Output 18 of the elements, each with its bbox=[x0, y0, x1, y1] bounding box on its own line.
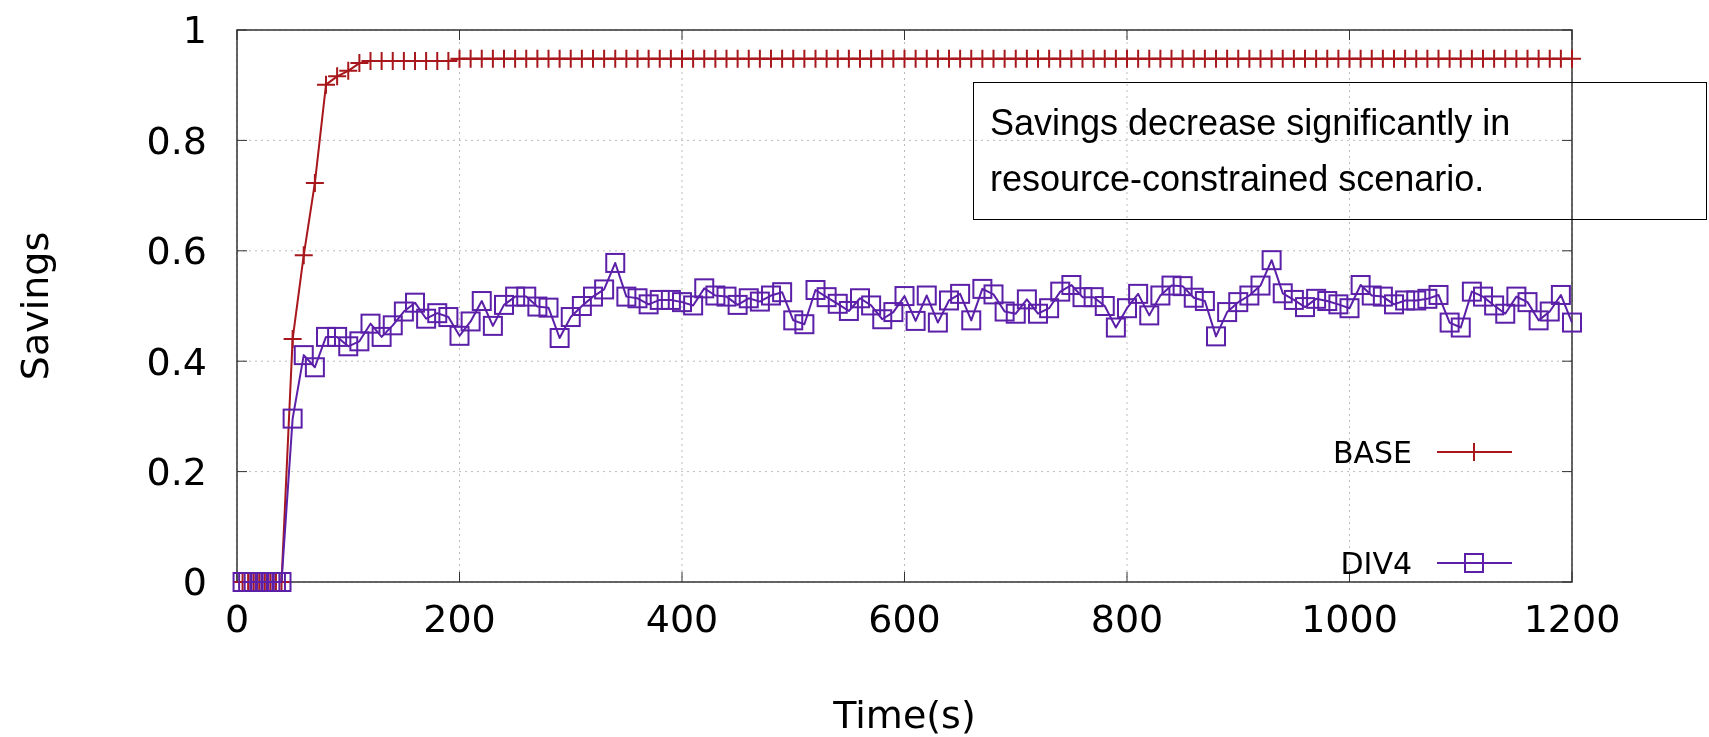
x-tick-label: 200 bbox=[423, 597, 496, 641]
x-axis-title: Time(s) bbox=[832, 693, 976, 737]
x-tick-label: 400 bbox=[645, 597, 719, 641]
x-tick-label: 800 bbox=[1090, 597, 1164, 641]
legend-label: BASE bbox=[1332, 434, 1412, 470]
y-tick-label: 0.4 bbox=[146, 339, 207, 384]
x-tick-label: 600 bbox=[868, 597, 941, 641]
note-box: Savings decrease significantly in resource-constrained scenario. bbox=[973, 82, 1707, 220]
legend-label: DIV4 bbox=[1340, 545, 1412, 581]
y-tick-label: 0.2 bbox=[146, 449, 207, 494]
y-tick-label: 0.8 bbox=[146, 118, 207, 163]
x-tick-label: 1000 bbox=[1301, 597, 1398, 641]
y-tick-label: 0 bbox=[182, 560, 207, 605]
x-tick-label: 1200 bbox=[1523, 597, 1621, 641]
x-tick-label: 0 bbox=[224, 597, 250, 641]
y-tick-label: 0.6 bbox=[146, 229, 207, 274]
y-tick-label: 1 bbox=[182, 8, 207, 53]
y-axis-title: Savings bbox=[13, 231, 57, 381]
